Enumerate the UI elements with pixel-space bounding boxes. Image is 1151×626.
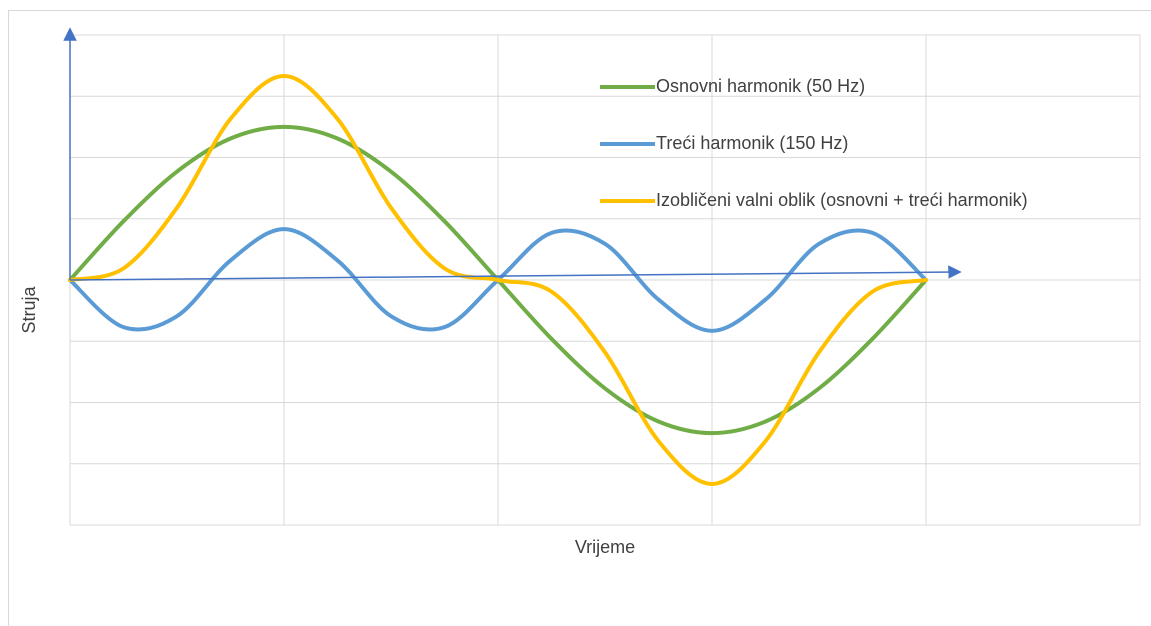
x-axis-label: Vrijeme — [575, 537, 635, 557]
grid — [69, 34, 1141, 526]
series-line — [68, 74, 928, 486]
legend-label: Izobličeni valni oblik (osnovni + treći … — [656, 190, 1028, 210]
legend-label: Osnovni harmonik (50 Hz) — [656, 76, 865, 96]
x-axis-arrow — [69, 265, 962, 281]
y-axis-label: Struja — [19, 286, 39, 334]
legend: Osnovni harmonik (50 Hz) Treći harmonik (… — [600, 76, 1028, 210]
legend-label: Treći harmonik (150 Hz) — [656, 133, 848, 153]
chart-border — [8, 10, 1151, 626]
plot — [68, 74, 928, 486]
